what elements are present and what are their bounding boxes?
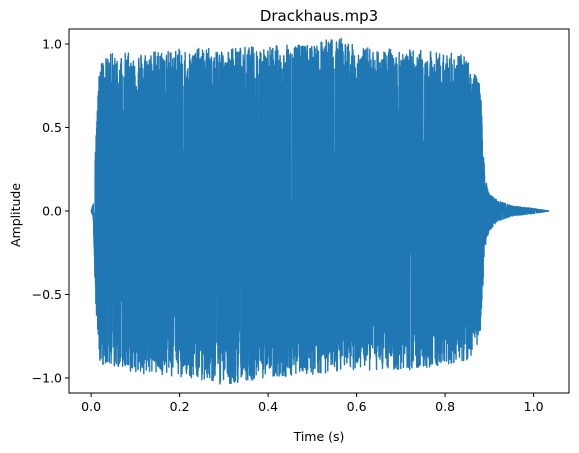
chart-title: Drackhaus.mp3 (260, 7, 378, 25)
x-tick-label: 0.2 (170, 399, 190, 414)
x-tick-label: 0.0 (81, 399, 101, 414)
x-axis: 0.0 0.2 0.4 0.6 0.8 1.0 (81, 393, 544, 414)
y-tick-label: −1.0 (32, 370, 62, 385)
x-tick-label: 0.6 (347, 399, 367, 414)
x-tick-label: 0.8 (435, 399, 455, 414)
y-axis: −1.0 −0.5 0.0 0.5 1.0 (32, 37, 69, 385)
y-tick-label: −0.5 (32, 287, 62, 302)
plot-area (90, 37, 550, 385)
x-tick-label: 0.4 (258, 399, 278, 414)
y-tick-label: 0.0 (42, 204, 62, 219)
waveform-line (90, 37, 550, 385)
x-axis-label: Time (s) (293, 429, 345, 444)
y-tick-label: 1.0 (42, 37, 62, 52)
y-tick-label: 0.5 (42, 120, 62, 135)
x-tick-label: 1.0 (524, 399, 544, 414)
y-axis-label: Amplitude (8, 183, 23, 247)
